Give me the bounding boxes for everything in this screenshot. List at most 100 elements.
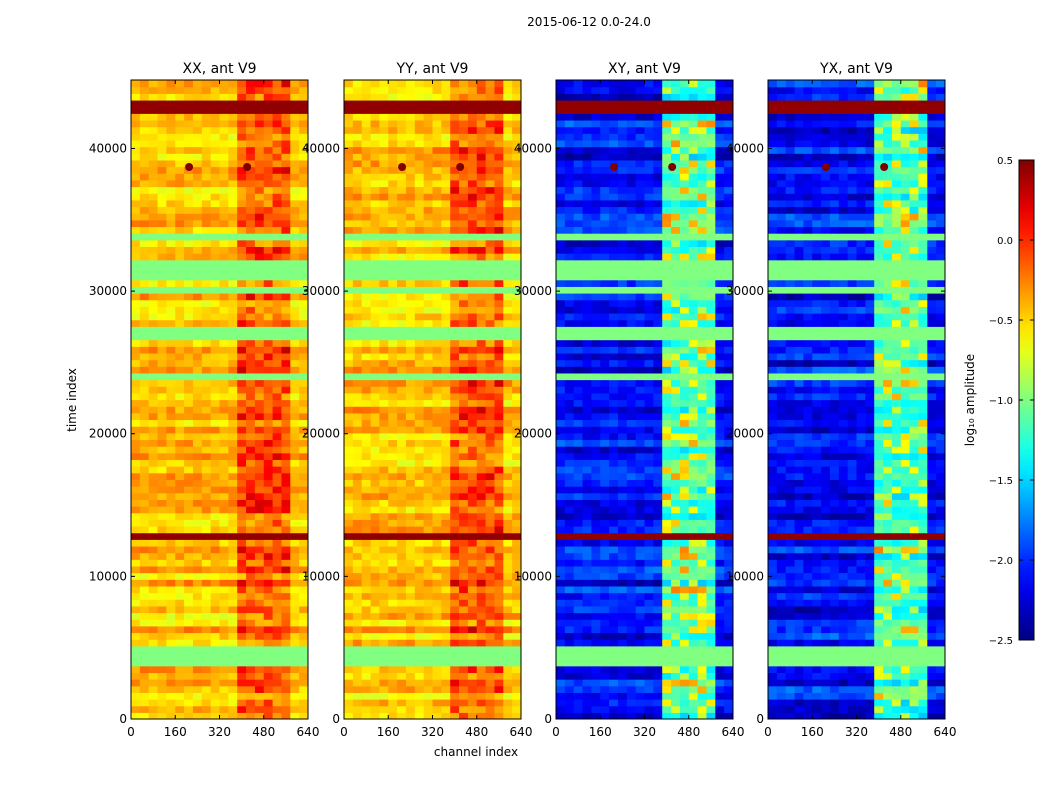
heatmap-cell bbox=[379, 399, 389, 407]
heatmap-cell bbox=[148, 479, 159, 487]
heatmap-cell bbox=[671, 665, 681, 674]
heatmap-cell bbox=[397, 712, 407, 719]
heatmap-cell bbox=[459, 665, 469, 674]
heatmap-cell bbox=[379, 392, 389, 401]
heatmap-cell bbox=[219, 312, 229, 321]
heatmap-cell bbox=[688, 679, 699, 687]
heatmap-cell bbox=[467, 239, 478, 248]
heatmap-cell bbox=[459, 506, 469, 514]
heatmap-cell bbox=[512, 133, 521, 141]
heatmap-cell bbox=[299, 99, 308, 108]
heatmap-cell bbox=[201, 326, 212, 334]
heatmap-cell bbox=[671, 525, 681, 534]
heatmap-cell bbox=[281, 659, 291, 667]
heatmap-cell bbox=[556, 699, 566, 707]
heatmap-cell bbox=[688, 692, 699, 700]
heatmap-cell bbox=[139, 146, 150, 154]
heatmap-cell bbox=[263, 306, 274, 314]
heatmap-cell bbox=[370, 206, 380, 214]
heatmap-cell bbox=[441, 412, 451, 421]
heatmap-cell bbox=[467, 452, 478, 461]
heatmap-cell bbox=[263, 352, 274, 361]
heatmap-cell bbox=[184, 399, 194, 407]
heatmap-cell bbox=[157, 619, 167, 627]
heatmap-cell bbox=[476, 346, 487, 354]
heatmap-cell bbox=[609, 366, 619, 374]
heatmap-cell bbox=[219, 159, 229, 168]
heatmap-cell bbox=[397, 612, 407, 620]
heatmap-cell bbox=[644, 379, 654, 387]
heatmap-cell bbox=[405, 532, 416, 540]
heatmap-cell bbox=[397, 372, 407, 381]
heatmap-cell bbox=[344, 133, 354, 141]
heatmap-cell bbox=[352, 639, 363, 647]
heatmap-cell bbox=[512, 525, 521, 534]
heatmap-cell bbox=[476, 379, 487, 387]
heatmap-cell bbox=[467, 559, 478, 567]
heatmap-cell bbox=[344, 712, 354, 719]
heatmap-cell bbox=[379, 339, 389, 347]
heatmap-cell bbox=[494, 239, 504, 248]
heatmap-cell bbox=[503, 699, 513, 707]
heatmap-cell bbox=[139, 399, 150, 407]
heatmap-cell bbox=[697, 652, 708, 660]
heatmap-cell bbox=[263, 319, 274, 327]
heatmap-cell bbox=[344, 113, 354, 121]
heatmap-cell bbox=[254, 439, 265, 447]
heatmap-cell bbox=[697, 419, 708, 427]
heatmap-cell bbox=[281, 479, 291, 487]
heatmap-cell bbox=[485, 599, 496, 607]
heatmap-cell bbox=[148, 466, 159, 474]
heatmap-cell bbox=[228, 392, 238, 401]
heatmap-cell bbox=[688, 699, 699, 707]
heatmap-cell bbox=[397, 552, 407, 560]
heatmap-cell bbox=[281, 366, 291, 374]
heatmap-cell bbox=[228, 279, 238, 287]
heatmap-cell bbox=[441, 645, 451, 654]
heatmap-cell bbox=[503, 512, 513, 520]
heatmap-cell bbox=[573, 679, 584, 687]
heatmap-cell bbox=[246, 632, 256, 640]
heatmap-cell bbox=[388, 273, 398, 281]
heatmap-cell bbox=[503, 625, 513, 634]
heatmap-cell bbox=[299, 226, 308, 234]
heatmap-cell bbox=[405, 253, 416, 261]
heatmap-cell bbox=[617, 519, 628, 527]
heatmap-cell bbox=[272, 512, 283, 520]
heatmap-cell bbox=[139, 712, 150, 719]
heatmap-cell bbox=[494, 166, 504, 174]
heatmap-cell bbox=[290, 439, 300, 447]
heatmap-cell bbox=[192, 652, 203, 660]
heatmap-cell bbox=[715, 479, 725, 487]
heatmap-cell bbox=[299, 366, 308, 374]
heatmap-cell bbox=[556, 705, 566, 713]
heatmap-cell bbox=[423, 253, 434, 261]
heatmap-cell bbox=[671, 359, 681, 367]
heatmap-cell bbox=[263, 539, 274, 547]
heatmap-cell bbox=[148, 126, 159, 134]
heatmap-cell bbox=[485, 266, 496, 274]
heatmap-cell bbox=[644, 672, 654, 680]
heatmap-cell bbox=[635, 452, 646, 461]
heatmap-cell bbox=[688, 592, 699, 600]
heatmap-cell bbox=[344, 93, 354, 101]
heatmap-cell bbox=[724, 525, 733, 534]
heatmap-cell bbox=[219, 612, 229, 620]
heatmap-cell bbox=[219, 632, 229, 640]
heatmap-cell bbox=[370, 599, 380, 607]
heatmap-cell bbox=[662, 459, 672, 467]
heatmap-cell bbox=[388, 559, 398, 567]
heatmap-cell bbox=[139, 459, 150, 467]
heatmap-cell bbox=[290, 299, 300, 307]
heatmap-cell bbox=[582, 372, 592, 381]
heatmap-cell bbox=[432, 665, 442, 674]
heatmap-cell bbox=[254, 492, 265, 500]
heatmap-cell bbox=[246, 565, 256, 574]
heatmap-cell bbox=[299, 559, 308, 567]
heatmap-cell bbox=[432, 279, 442, 287]
heatmap-cell bbox=[405, 206, 416, 214]
heatmap-cell bbox=[210, 139, 221, 148]
heatmap-cell bbox=[662, 386, 672, 394]
heatmap-cell bbox=[476, 479, 487, 487]
heatmap-cell bbox=[184, 119, 194, 128]
